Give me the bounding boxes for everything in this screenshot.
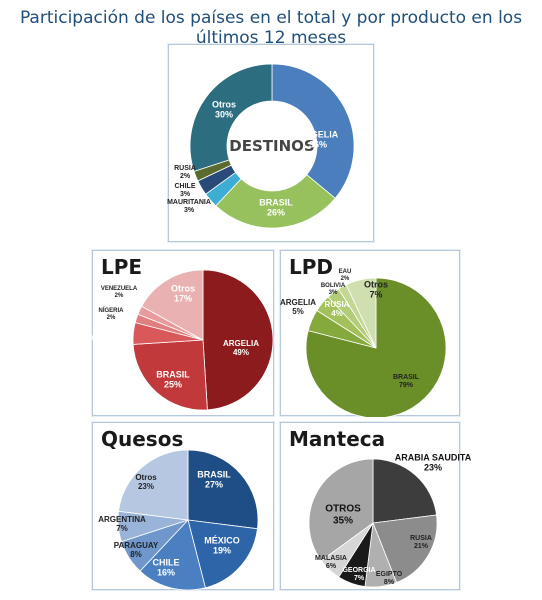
destinos-label-argelia: ARGELIA 36% bbox=[297, 129, 339, 150]
destinos-slice-argelia bbox=[271, 63, 355, 199]
lpe-chart-panel: LPE ARGELIA 49% BRASIL 25% MAURITANIA 5% NÍGER… bbox=[88, 250, 274, 416]
manteca-label-arabia-saudita: ARABIA SAUDITA 23% bbox=[394, 452, 472, 473]
manteca-slice-arabia-saudita bbox=[372, 458, 437, 524]
destinos-label-rusia: RUSIA 2% bbox=[174, 164, 196, 180]
quesos-slice-méxico bbox=[187, 519, 258, 589]
page-title: Participación de los países en el total … bbox=[19, 8, 523, 48]
lpd-label-rusia: RUSIA 4% bbox=[324, 299, 350, 318]
destinos-label-mauritania: MAURITANIA 3% bbox=[167, 198, 211, 214]
quesos-slice-chile bbox=[139, 519, 206, 591]
lpd-label-brasil: BRASIL 79% bbox=[392, 373, 420, 389]
quesos-slice-brasil bbox=[187, 449, 259, 530]
destinos-center-label: DESTINOS bbox=[229, 137, 315, 155]
destinos-chart-panel: DESTINOS ARGELIA 36% BRASIL 26% MAURITANIA 3%… bbox=[167, 44, 374, 242]
quesos-label-otros: Otros 23% bbox=[135, 472, 157, 491]
manteca-label-egipto: EGIPTO 8% bbox=[375, 570, 403, 586]
lpd-title: LPD bbox=[289, 255, 334, 279]
quesos-label-argentina: ARGENTINA 7% bbox=[98, 514, 146, 533]
lpd-label-eau: EAU 2% bbox=[338, 269, 352, 282]
manteca-label-rusia: RUSIA 21% bbox=[410, 534, 432, 550]
lpe-slice-brasil bbox=[132, 339, 208, 411]
destinos-slice-otros bbox=[189, 63, 273, 172]
quesos-slice-otros bbox=[118, 449, 189, 521]
lpe-label-mauritania: MAURITANIA 5% bbox=[88, 336, 126, 349]
manteca-slice-rusia bbox=[372, 514, 438, 584]
lpe-label-argelia: ARGELIA 49% bbox=[223, 338, 259, 357]
destinos-label-brasil: BRASIL 26% bbox=[259, 197, 293, 218]
lpe-label-otros: Otros 17% bbox=[170, 283, 196, 304]
quesos-chart-panel: Quesos BRASIL 27% MÉXICO 19% CHILE 16% PARAGUA… bbox=[92, 422, 274, 591]
quesos-label-paraguay: PARAGUAY 8% bbox=[113, 540, 159, 559]
lpd-label-bolivia: BOLIVIA 3% bbox=[320, 283, 346, 296]
lpe-title: LPE bbox=[101, 255, 143, 279]
manteca-label-malasia: MALASIA 6% bbox=[315, 554, 347, 570]
quesos-label-méxico: MÉXICO 19% bbox=[204, 535, 240, 556]
quesos-label-brasil: BRASIL 27% bbox=[197, 469, 231, 490]
quesos-label-chile: CHILE 16% bbox=[152, 557, 180, 578]
manteca-slice-otros bbox=[308, 458, 374, 562]
lpe-label-nígeria: NÍGERIA 2% bbox=[98, 308, 124, 321]
quesos-title: Quesos bbox=[101, 427, 184, 451]
lpe-slice-argelia bbox=[202, 269, 274, 411]
lpd-label-argelia: ARGELIA 5% bbox=[280, 297, 316, 316]
lpe-label-brasil: BRASIL 25% bbox=[156, 369, 190, 390]
lpd-chart-panel: LPD BRASIL 79% ARGELIA 5% RUSIA 4% BOLIVIA 3% EA… bbox=[280, 250, 460, 417]
manteca-label-otros: OTROS 35% bbox=[325, 503, 361, 527]
lpe-slice-otros bbox=[141, 269, 204, 341]
lpd-label-otros: Otros 7% bbox=[363, 279, 389, 300]
lpe-label-venezuela: VENEZUELA 2% bbox=[100, 286, 138, 299]
destinos-label-chile: CHILE 3% bbox=[174, 182, 196, 198]
destinos-label-otros: Otros 30% bbox=[211, 99, 237, 120]
manteca-label-georgia: GEORGIA 7% bbox=[342, 566, 376, 582]
lpd-slice-otros bbox=[345, 277, 377, 349]
manteca-title: Manteca bbox=[289, 427, 386, 451]
manteca-chart-panel: Manteca ARABIA SAUDITA 23% RUSIA 21% EGIPTO 8… bbox=[280, 422, 471, 590]
